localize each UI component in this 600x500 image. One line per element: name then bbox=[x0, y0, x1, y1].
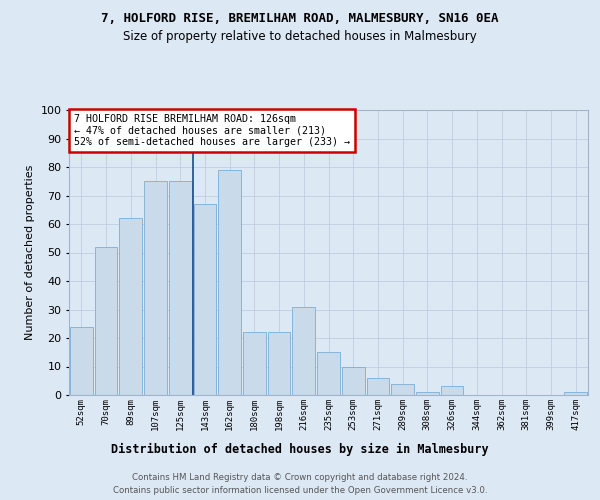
Text: Size of property relative to detached houses in Malmesbury: Size of property relative to detached ho… bbox=[123, 30, 477, 43]
Bar bbox=[416, 392, 439, 395]
Bar bbox=[169, 181, 191, 395]
Text: Distribution of detached houses by size in Malmesbury: Distribution of detached houses by size … bbox=[111, 442, 489, 456]
Bar bbox=[243, 332, 266, 395]
Y-axis label: Number of detached properties: Number of detached properties bbox=[25, 165, 35, 340]
Text: 7 HOLFORD RISE BREMILHAM ROAD: 126sqm
← 47% of detached houses are smaller (213): 7 HOLFORD RISE BREMILHAM ROAD: 126sqm ← … bbox=[74, 114, 350, 148]
Bar bbox=[391, 384, 414, 395]
Bar bbox=[194, 204, 216, 395]
Bar bbox=[119, 218, 142, 395]
Bar bbox=[342, 366, 365, 395]
Bar bbox=[564, 392, 587, 395]
Bar bbox=[95, 247, 118, 395]
Bar bbox=[268, 332, 290, 395]
Text: Contains HM Land Registry data © Crown copyright and database right 2024.: Contains HM Land Registry data © Crown c… bbox=[132, 472, 468, 482]
Bar bbox=[441, 386, 463, 395]
Bar bbox=[218, 170, 241, 395]
Bar bbox=[367, 378, 389, 395]
Text: Contains public sector information licensed under the Open Government Licence v3: Contains public sector information licen… bbox=[113, 486, 487, 495]
Bar bbox=[317, 352, 340, 395]
Text: 7, HOLFORD RISE, BREMILHAM ROAD, MALMESBURY, SN16 0EA: 7, HOLFORD RISE, BREMILHAM ROAD, MALMESB… bbox=[101, 12, 499, 26]
Bar bbox=[292, 306, 315, 395]
Bar bbox=[70, 326, 93, 395]
Bar bbox=[144, 181, 167, 395]
